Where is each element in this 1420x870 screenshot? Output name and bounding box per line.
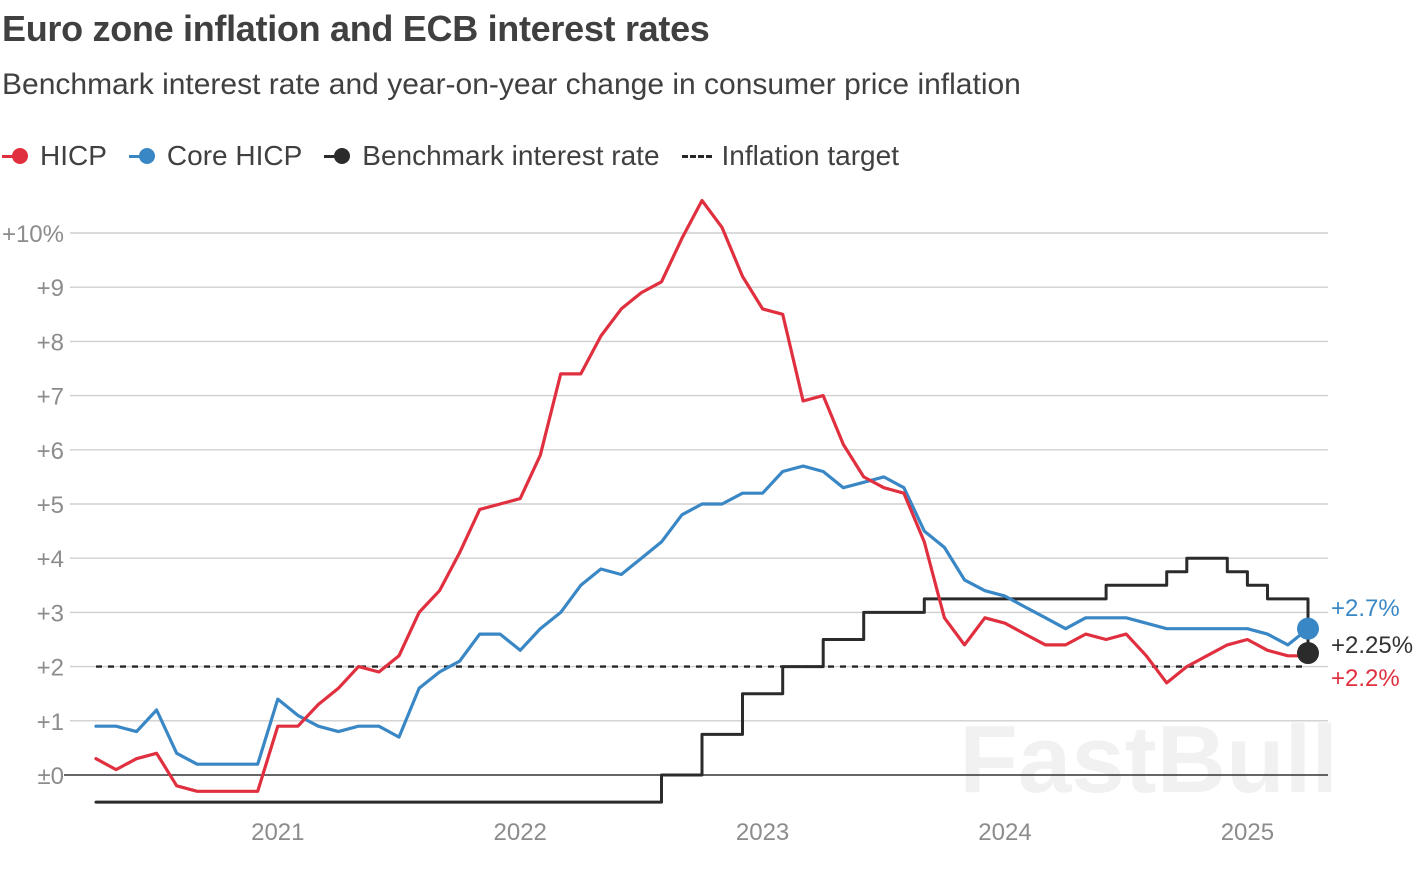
series-line-core-hicp	[94, 464, 1310, 766]
series-line-hicp	[94, 198, 1310, 793]
legend-item-inflation-target: Inflation target	[681, 140, 899, 172]
legend-item-interest-rate: Benchmark interest rate	[324, 140, 660, 172]
series-line-benchmark-interest-rate	[94, 556, 1310, 804]
y-tick-label: +4	[37, 546, 64, 573]
x-tick-label: 2024	[978, 819, 1031, 846]
y-tick-label: +5	[37, 492, 64, 519]
end-label-core-hicp: +2.7%	[1331, 595, 1400, 622]
y-tick-label: +10%	[2, 221, 64, 248]
legend-swatch-core-hicp	[128, 146, 159, 166]
end-label-hicp: +2.2%	[1331, 665, 1400, 692]
y-tick-label: +9	[37, 275, 64, 302]
y-tick-label: ±0	[37, 763, 64, 790]
end-label-benchmark-interest-rate: +2.25%	[1331, 632, 1413, 659]
legend-swatch-interest-rate	[324, 146, 354, 166]
legend-swatch-hicp	[2, 146, 32, 166]
legend-label-hicp: HICP	[40, 140, 107, 171]
y-tick-label: +6	[37, 438, 64, 465]
y-tick-label: +1	[37, 709, 64, 736]
x-tick-label: 2023	[736, 819, 789, 846]
x-tick-label: 2022	[494, 819, 547, 846]
legend-label-interest-rate: Benchmark interest rate	[362, 140, 660, 171]
legend: HICP Core HICP Benchmark interest rate I…	[2, 140, 921, 172]
legend-label-inflation-target: Inflation target	[721, 140, 899, 171]
y-tick-label: +8	[37, 329, 64, 356]
chart-subtitle: Benchmark interest rate and year-on-year…	[2, 68, 1021, 101]
y-tick-label: +3	[37, 600, 64, 627]
legend-label-core-hicp: Core HICP	[166, 140, 303, 171]
watermark: FastBull	[959, 706, 1338, 813]
end-marker-core-hicp	[1297, 617, 1319, 640]
x-tick-label: 2021	[251, 819, 304, 846]
chart-title: Euro zone inflation and ECB interest rat…	[2, 8, 710, 49]
x-tick-label: 2025	[1221, 819, 1274, 846]
legend-item-core-hicp: Core HICP	[128, 140, 303, 172]
legend-swatch-inflation-target	[681, 154, 712, 158]
y-tick-label: +2	[37, 655, 64, 682]
y-tick-label: +7	[37, 384, 64, 411]
end-marker-benchmark-interest-rate	[1297, 642, 1319, 665]
legend-item-hicp: HICP	[2, 140, 107, 172]
